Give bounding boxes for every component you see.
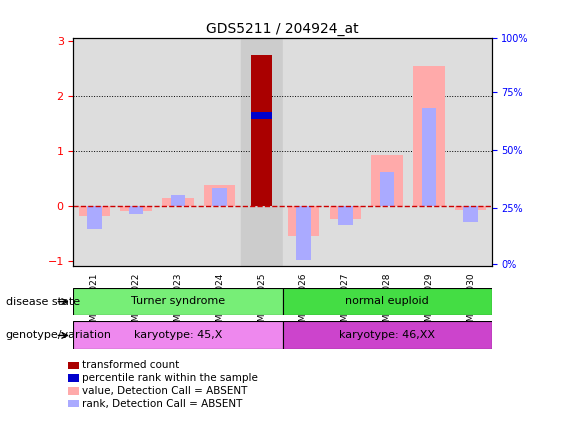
Bar [73, 288, 282, 315]
Bar [421, 108, 436, 206]
Bar [212, 188, 227, 206]
Bar [413, 66, 445, 206]
Text: disease state: disease state [6, 297, 80, 307]
Bar [324, 38, 366, 266]
Bar [204, 185, 236, 206]
Title: GDS5211 / 204924_at: GDS5211 / 204924_at [206, 22, 359, 36]
Bar [371, 155, 403, 206]
Bar [251, 55, 272, 206]
Text: genotype/variation: genotype/variation [6, 330, 112, 341]
Bar [73, 321, 282, 349]
Text: Turner syndrome: Turner syndrome [131, 297, 225, 306]
Bar [408, 38, 450, 266]
Bar [120, 206, 152, 212]
Bar [199, 38, 241, 266]
Bar [366, 38, 408, 266]
Text: karyotype: 45,X: karyotype: 45,X [134, 330, 222, 340]
Bar [380, 172, 394, 206]
Bar [241, 38, 282, 266]
Text: value, Detection Call = ABSENT: value, Detection Call = ABSENT [82, 386, 247, 396]
Bar [338, 206, 353, 225]
Text: rank, Detection Call = ABSENT: rank, Detection Call = ABSENT [82, 398, 242, 409]
Bar [162, 198, 194, 206]
Bar [129, 206, 144, 214]
Text: transformed count: transformed count [82, 360, 179, 371]
Bar [282, 288, 492, 315]
Text: karyotype: 46,XX: karyotype: 46,XX [339, 330, 435, 340]
Bar [157, 38, 199, 266]
Text: percentile rank within the sample: percentile rank within the sample [82, 373, 258, 383]
Bar [288, 206, 319, 236]
Bar [79, 206, 110, 216]
Bar [115, 38, 157, 266]
Bar [87, 206, 102, 229]
Bar [455, 206, 486, 210]
Bar [450, 38, 492, 266]
Bar [463, 206, 478, 222]
Bar [171, 195, 185, 206]
Bar [73, 38, 115, 266]
Bar [296, 206, 311, 260]
Bar [251, 113, 272, 119]
Bar [282, 38, 324, 266]
Text: normal euploid: normal euploid [345, 297, 429, 306]
Bar [329, 206, 361, 219]
Bar [282, 321, 492, 349]
